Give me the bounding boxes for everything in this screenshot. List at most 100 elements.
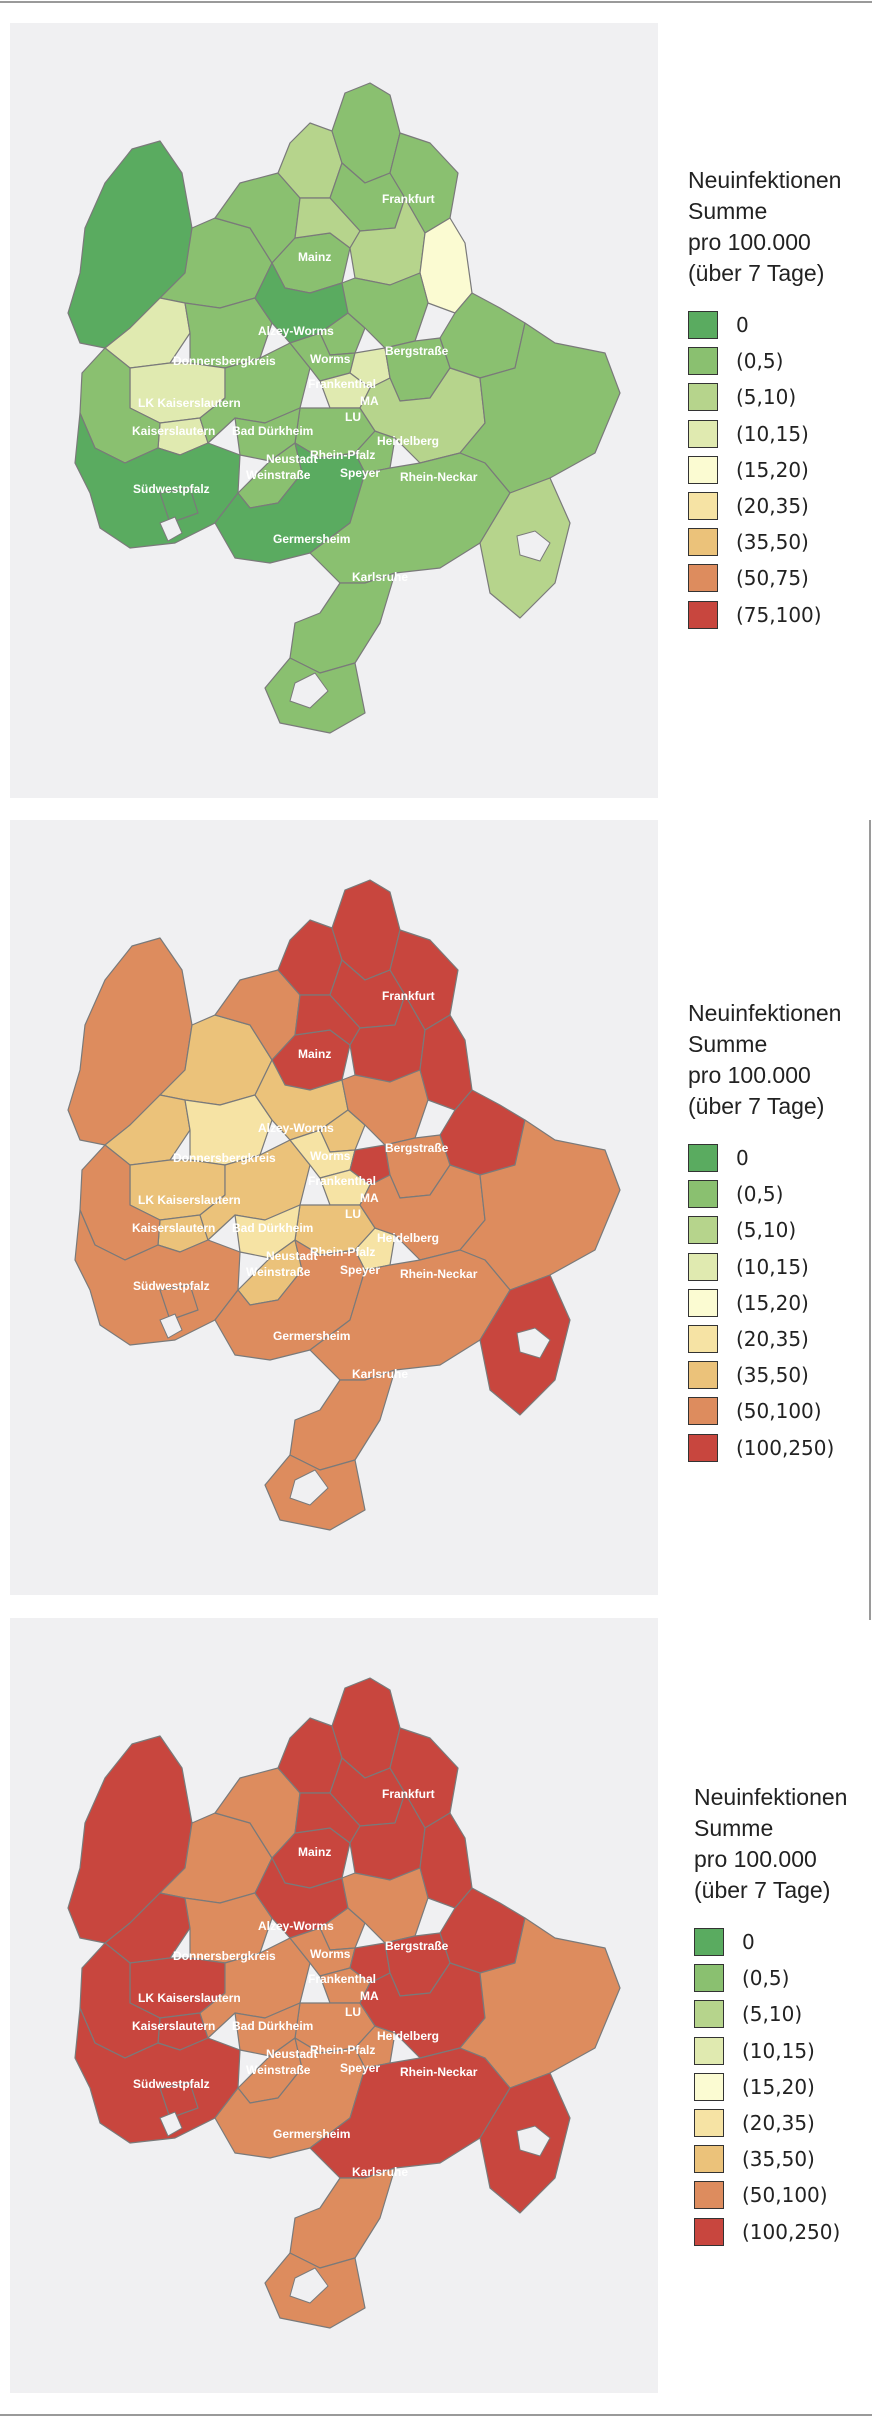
label-frankenthal: Frankenthal bbox=[308, 377, 376, 391]
legend-swatch bbox=[688, 1325, 718, 1354]
label-weinstrasse: Weinstraße bbox=[246, 468, 311, 482]
legend-item: (10,15) bbox=[688, 416, 872, 452]
labels-layer: Frankfurt Mainz Alzey-Worms Donnersbergk… bbox=[132, 1787, 478, 2179]
legend-title-line-1: Neuinfektionen bbox=[688, 167, 842, 193]
legend-swatch bbox=[688, 564, 718, 593]
region-odenwald bbox=[419, 1812, 473, 1909]
legend-label: (20,35) bbox=[736, 1327, 809, 1352]
label-lu: LU bbox=[345, 410, 361, 424]
legend-item: (20,35) bbox=[688, 488, 872, 524]
labels-layer: Frankfurt Mainz Alzey-Worms Donnersbergk… bbox=[132, 989, 478, 1381]
region-loop-south bbox=[289, 572, 396, 674]
label-mainz: Mainz bbox=[298, 1047, 331, 1061]
label-rhein-neckar: Rhein-Neckar bbox=[400, 1267, 478, 1281]
legend-swatch bbox=[688, 1397, 718, 1426]
label-neustadt: Neustadt bbox=[266, 1249, 317, 1263]
label-bergstrasse: Bergstraße bbox=[385, 1939, 449, 1953]
choropleth-map: Frankfurt Mainz Alzey-Worms Donnersbergk… bbox=[67, 82, 621, 734]
label-lk-kaiserslautern: LK Kaiserslautern bbox=[138, 1193, 241, 1207]
legend-label: 0 bbox=[736, 1146, 749, 1171]
legend-item: (10,15) bbox=[688, 1249, 872, 1285]
legend-item: (15,20) bbox=[688, 452, 872, 488]
legend-title-line-1: Neuinfektionen bbox=[688, 1000, 842, 1026]
map-panel-3: Frankfurt Mainz Alzey-Worms Donnersbergk… bbox=[0, 1618, 872, 2393]
legend-swatch bbox=[688, 528, 718, 557]
region-karlsruhe bbox=[309, 1249, 511, 1381]
legend-swatch bbox=[688, 492, 718, 521]
legend: Neuinfektionen Summe pro 100.000 (über 7… bbox=[688, 165, 872, 633]
region-germersheim bbox=[214, 2037, 366, 2159]
regions-layer bbox=[67, 1677, 621, 2329]
hole-east bbox=[516, 2125, 551, 2157]
legend-label: 0 bbox=[736, 313, 749, 338]
label-bad-duerkheim: Bad Dürkheim bbox=[232, 424, 313, 438]
label-rhein-neckar: Rhein-Neckar bbox=[400, 470, 478, 484]
legend-title-line-4: (über 7 Tage) bbox=[688, 260, 825, 286]
label-germersheim: Germersheim bbox=[273, 1329, 350, 1343]
legend-label: (15,20) bbox=[736, 1290, 809, 1315]
legend-item: (0,5) bbox=[694, 1960, 872, 1996]
map-panel-2: Frankfurt Mainz Alzey-Worms Donnersbergk… bbox=[0, 820, 872, 1595]
label-neustadt: Neustadt bbox=[266, 452, 317, 466]
region-bergstrasse bbox=[341, 1069, 429, 1146]
legend-label: (50,100) bbox=[742, 2183, 828, 2208]
label-karlsruhe: Karlsruhe bbox=[352, 2165, 408, 2179]
legend-swatch bbox=[688, 383, 718, 412]
label-weinstrasse: Weinstraße bbox=[246, 1265, 311, 1279]
region-pirmasens bbox=[159, 1284, 199, 1321]
label-alzey-worms: Alzey-Worms bbox=[258, 1919, 334, 1933]
legend-item: (50,100) bbox=[688, 1393, 872, 1429]
legend-label: (5,10) bbox=[736, 385, 797, 410]
regions-layer bbox=[67, 82, 621, 734]
legend-item: (75,100) bbox=[688, 597, 872, 633]
label-speyer: Speyer bbox=[340, 466, 380, 480]
legend-item: (20,35) bbox=[688, 1321, 872, 1357]
legend-label: (50,100) bbox=[736, 1399, 822, 1424]
legend-title-line-2: Summe bbox=[694, 1815, 774, 1841]
legend-item: (0,5) bbox=[688, 343, 872, 379]
label-donnersbergkreis: Donnersbergkreis bbox=[173, 1949, 276, 1963]
legend-label: (10,15) bbox=[736, 421, 809, 446]
region-odenwald bbox=[419, 1014, 473, 1111]
region-loop-south bbox=[289, 1369, 396, 1471]
label-lu: LU bbox=[345, 2005, 361, 2019]
top-rule bbox=[0, 1, 872, 3]
legend-label: (35,50) bbox=[736, 530, 809, 555]
label-donnersbergkreis: Donnersbergkreis bbox=[173, 354, 276, 368]
legend-item: 0 bbox=[694, 1924, 872, 1960]
legend-title-line-4: (über 7 Tage) bbox=[688, 1093, 825, 1119]
legend-label: (20,35) bbox=[736, 494, 809, 519]
right-rule bbox=[869, 820, 871, 1620]
legend: Neuinfektionen Summe pro 100.000 (über 7… bbox=[694, 1782, 872, 2250]
legend-swatch bbox=[688, 1180, 718, 1209]
region-bergstrasse bbox=[341, 272, 429, 349]
region-germersheim bbox=[214, 442, 366, 564]
label-weinstrasse: Weinstraße bbox=[246, 2063, 311, 2077]
legend-swatch bbox=[694, 2000, 724, 2029]
legend-label: (10,15) bbox=[736, 1254, 809, 1279]
label-bergstrasse: Bergstraße bbox=[385, 1141, 449, 1155]
legend-item: (100,250) bbox=[694, 2214, 872, 2250]
label-worms: Worms bbox=[310, 352, 351, 366]
legend-label: (5,10) bbox=[736, 1218, 797, 1243]
legend-item: (0,5) bbox=[688, 1176, 872, 1212]
hole-west bbox=[159, 2111, 183, 2137]
legend-title-line-2: Summe bbox=[688, 1031, 768, 1057]
label-kaiserslautern: Kaiserslautern bbox=[132, 1221, 215, 1235]
hole-west bbox=[159, 1313, 183, 1339]
label-worms: Worms bbox=[310, 1947, 351, 1961]
legend-item: (15,20) bbox=[694, 2069, 872, 2105]
label-frankfurt: Frankfurt bbox=[382, 989, 435, 1003]
legend-label: (0,5) bbox=[736, 349, 784, 374]
legend-label: (5,10) bbox=[742, 2002, 803, 2027]
legend-swatch bbox=[688, 600, 718, 629]
legend-item: (35,50) bbox=[694, 2141, 872, 2177]
legend-item: (10,15) bbox=[694, 2033, 872, 2069]
legend-title-line-3: pro 100.000 bbox=[688, 1062, 811, 1088]
legend-swatch bbox=[688, 347, 718, 376]
legend-title-line-3: pro 100.000 bbox=[694, 1846, 817, 1872]
legend-swatch bbox=[694, 1928, 724, 1957]
label-donnersbergkreis: Donnersbergkreis bbox=[173, 1151, 276, 1165]
label-frankfurt: Frankfurt bbox=[382, 192, 435, 206]
legend-item: 0 bbox=[688, 1140, 872, 1176]
